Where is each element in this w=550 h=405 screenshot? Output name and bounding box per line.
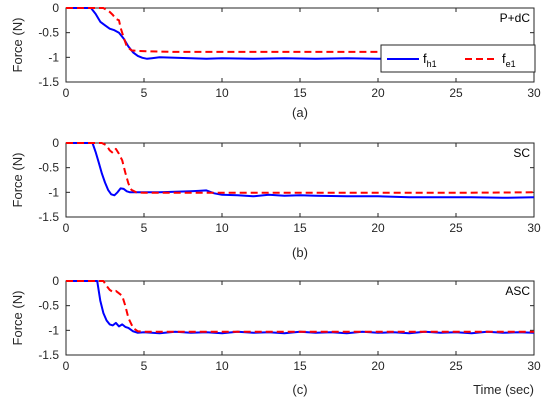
x-tick-label: 20 — [371, 86, 385, 100]
legend-label-fh1-main: f — [423, 51, 427, 66]
y-tick-label: -1 — [48, 323, 59, 337]
y-tick-label: 0 — [52, 136, 59, 150]
x-tick-label: 15 — [293, 221, 307, 235]
panel-a-tag: P+dC — [500, 11, 531, 25]
x-tick-label: 15 — [293, 359, 307, 373]
panel-c-ylabel: Force (N) — [10, 291, 25, 346]
panel-b-ticks: 0 5 10 15 20 25 30 0 -0.5 -1 -1.5 — [38, 136, 541, 235]
legend-label-fh1: fh1 — [423, 51, 437, 69]
x-tick-label: 5 — [141, 359, 148, 373]
panel-b-frame — [65, 142, 535, 218]
panel-c-series-fe1 — [66, 280, 534, 333]
legend-label-fh1-sub: h1 — [427, 59, 437, 69]
panel-b-series — [66, 142, 535, 199]
x-tick-label: 10 — [215, 221, 229, 235]
x-tick-label: 0 — [63, 221, 70, 235]
panel-c-tag: ASC — [505, 284, 530, 298]
y-tick-label: -1.5 — [38, 75, 59, 89]
panel-b: 0 5 10 15 20 25 30 0 -0.5 -1 -1.5 SC Force (N) (b) — [10, 136, 541, 260]
x-tick-label: 25 — [449, 86, 463, 100]
x-tick-label: 10 — [215, 359, 229, 373]
x-tick-label: 25 — [449, 221, 463, 235]
panel-b-caption: (b) — [292, 245, 308, 260]
panel-a-ticks: 0 5 10 15 20 25 30 0 -0.5 -1 -1.5 — [38, 1, 541, 100]
panel-b-ylabel: Force (N) — [10, 153, 25, 208]
y-tick-label: 0 — [52, 274, 59, 288]
panel-c-frame — [65, 280, 535, 356]
legend-label-fe1-main: f — [502, 51, 506, 66]
y-tick-label: -1.5 — [38, 210, 59, 224]
x-tick-label: 30 — [527, 86, 541, 100]
y-tick-label: -0.5 — [38, 161, 59, 175]
x-tick-label: 25 — [449, 359, 463, 373]
panel-c-ticks: 0 5 10 15 20 25 30 0 -0.5 -1 -1.5 — [38, 274, 541, 373]
panel-a: 0 5 10 15 20 25 30 0 -0.5 -1 -1.5 P+dC Force (N) (… — [10, 1, 541, 120]
x-tick-label: 0 — [63, 359, 70, 373]
panel-c: 0 5 10 15 20 25 30 0 -0.5 -1 -1.5 ASC Force (N) (c… — [10, 274, 541, 397]
legend: fh1 fe1 — [380, 44, 536, 73]
panel-a-caption: (a) — [292, 105, 308, 120]
legend-label-fe1: fe1 — [502, 51, 516, 69]
panel-c-xlabel: Time (sec) — [473, 382, 534, 397]
x-tick-label: 10 — [215, 86, 229, 100]
x-tick-label: 5 — [141, 221, 148, 235]
panel-b-series-fe1 — [66, 142, 535, 194]
panel-b-tag: SC — [513, 146, 530, 160]
y-tick-label: -1 — [48, 50, 59, 64]
panel-c-series — [66, 280, 535, 335]
x-tick-label: 30 — [527, 221, 541, 235]
x-tick-label: 5 — [141, 86, 148, 100]
x-tick-label: 30 — [527, 359, 541, 373]
y-tick-label: -0.5 — [38, 299, 59, 313]
y-tick-label: -1 — [48, 185, 59, 199]
panel-a-series-fe1 — [66, 7, 535, 53]
y-tick-label: 0 — [52, 1, 59, 15]
y-tick-label: -1.5 — [38, 348, 59, 362]
panel-b-series-fh1 — [66, 142, 535, 199]
y-tick-label: -0.5 — [38, 26, 59, 40]
x-tick-label: 0 — [63, 86, 70, 100]
x-tick-label: 15 — [293, 86, 307, 100]
x-tick-label: 20 — [371, 359, 385, 373]
x-tick-label: 20 — [371, 221, 385, 235]
legend-label-fe1-sub: e1 — [506, 59, 516, 69]
panel-c-caption: (c) — [292, 382, 307, 397]
panel-a-ylabel: Force (N) — [10, 18, 25, 73]
